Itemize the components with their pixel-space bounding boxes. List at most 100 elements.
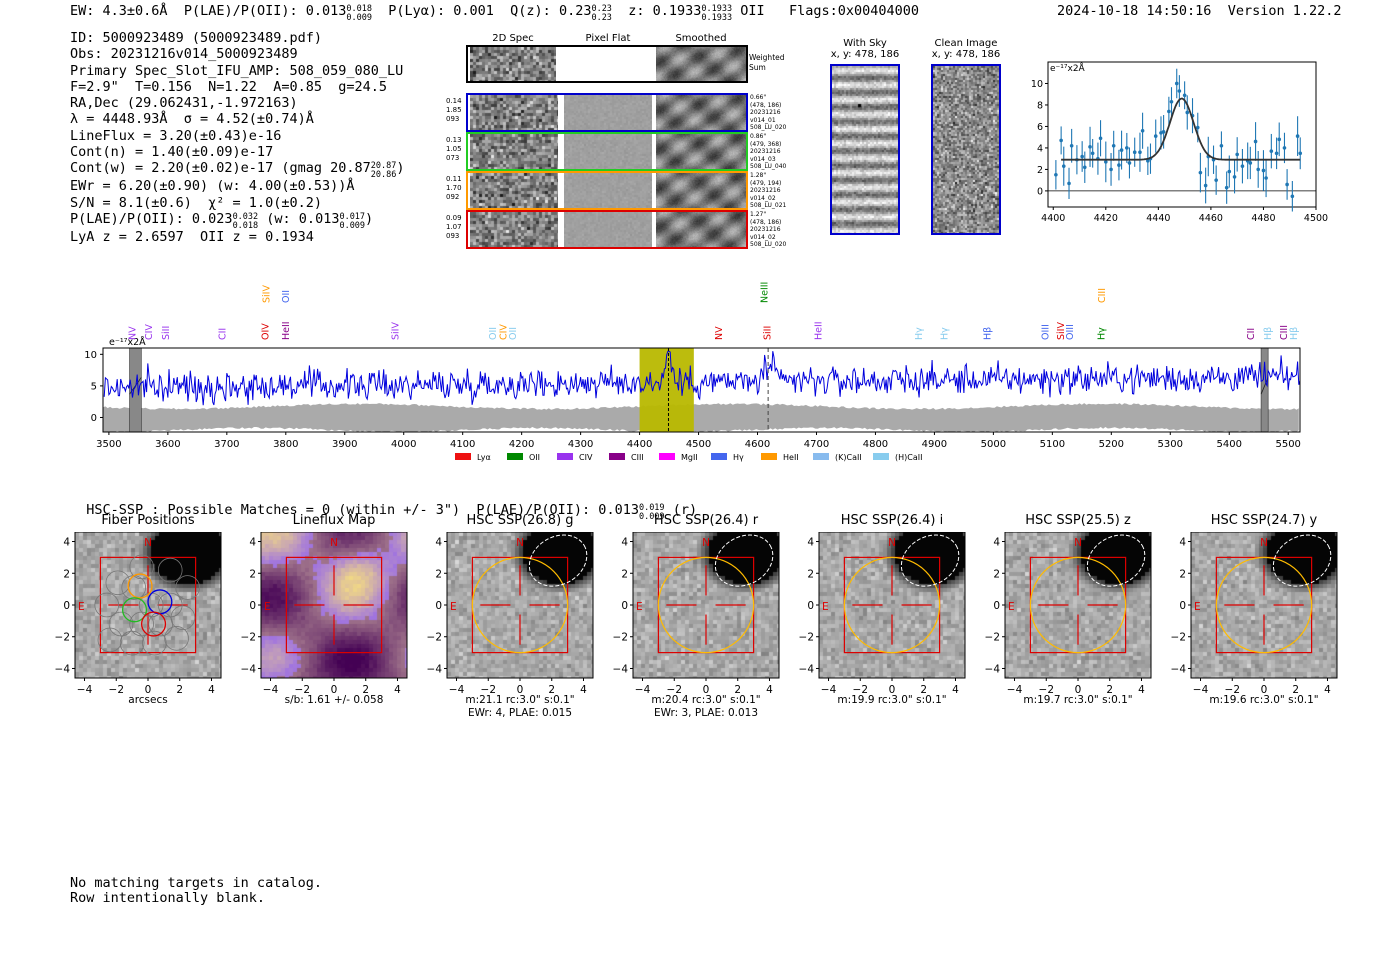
spectrum-line-label-text: SiII bbox=[161, 326, 172, 340]
hsc-panel-image bbox=[261, 532, 407, 678]
fit-data-point bbox=[1277, 137, 1282, 142]
spectrum-line-label-text: OIII bbox=[1040, 324, 1051, 340]
hsc-xtick-label: 2 bbox=[1106, 684, 1113, 696]
fit-data-point bbox=[1125, 146, 1129, 150]
spectrum-line-label: CIV bbox=[498, 324, 509, 340]
hsc-east-label: E bbox=[450, 601, 457, 613]
fit-data-point bbox=[1274, 151, 1279, 156]
with-sky-xy: x, y: 478, 186 bbox=[830, 49, 900, 60]
spectrum-xtick-label: 4300 bbox=[568, 439, 593, 450]
fit-ytick-label: 10 bbox=[1031, 79, 1043, 90]
header-plae: P(LAE)/P(OII): 0.013 0.018 0.009 bbox=[183, 3, 372, 23]
spectrum-line-label: Hγ bbox=[1096, 327, 1107, 340]
hsc-panel-frame bbox=[818, 532, 966, 679]
hsc-source-ellipse bbox=[900, 534, 960, 587]
header-line: EW: 4.3±0.6Å P(LAE)/P(OII): 0.013 0.018 0.… bbox=[70, 3, 919, 23]
fit-xtick-label: 4480 bbox=[1251, 213, 1275, 224]
hsc-panel-title: HSC SSP(24.7) y bbox=[1210, 513, 1318, 528]
cutout-right-value: 20231216 bbox=[750, 226, 781, 234]
fit-data-point bbox=[1290, 194, 1295, 199]
spectrum-legend-swatch bbox=[557, 453, 573, 460]
spectrum-ytick-label: 0 bbox=[91, 413, 97, 424]
hsc-panel-sub2: EWr: 3, PLAE: 0.013 bbox=[653, 707, 759, 719]
cutout-row-right-label: 0.86" (479, 368) 20231216 v014_03 508_LU_040 bbox=[750, 133, 800, 171]
spectrum-legend-swatch bbox=[711, 453, 727, 460]
header-timestamp: 2024-10-18 14:50:16 bbox=[1057, 3, 1212, 19]
fit-data-point bbox=[1232, 175, 1237, 179]
fit-plot: e⁻¹⁷x2Å 4400 4420 4440 4460 4480 4500 0 2 4 6 8 10 bbox=[1031, 61, 1328, 224]
spectrum-line-label: OIII bbox=[1065, 324, 1076, 340]
hsc-east-label: E bbox=[264, 601, 271, 613]
spectrum-line-label: NV bbox=[714, 326, 725, 340]
hsc-panel-frame bbox=[260, 532, 408, 679]
spectrum-line bbox=[103, 350, 1301, 406]
fit-data-point bbox=[1264, 176, 1268, 180]
info-fparams: F=2.9" T=0.156 N=1.22 A=0.85 g=24.5 bbox=[70, 78, 387, 95]
spectrum-xtick-label: 4900 bbox=[922, 439, 947, 450]
hsc-panel-sub1: s/b: 1.61 +/- 0.058 bbox=[284, 694, 384, 706]
cutout-row-left-label: 0.14 1.85 093 bbox=[446, 97, 466, 124]
header-flags: Flags:0x00404000 bbox=[789, 3, 920, 19]
spectrum-xtick-label: 5400 bbox=[1217, 439, 1242, 450]
fit-data-point bbox=[1240, 164, 1245, 168]
fit-data-point bbox=[1117, 163, 1121, 167]
spectrum-xtick-label: 4800 bbox=[863, 439, 888, 450]
hsc-ytick-label: 4 bbox=[993, 537, 1000, 549]
fit-data-point bbox=[1282, 146, 1287, 150]
cutout-left-value: 093 bbox=[446, 232, 460, 240]
hsc-panel-frame bbox=[446, 532, 594, 679]
fit-data-point bbox=[1203, 183, 1208, 188]
fit-data-point bbox=[1080, 154, 1084, 159]
hsc-xtick-label: 0 bbox=[1075, 684, 1082, 696]
spectrum-xtick-label: 5100 bbox=[1040, 439, 1065, 450]
spectrum-line-label-text: OIII bbox=[1065, 324, 1076, 340]
hsc-panel-sub1: m:20.4 rc:3.0" s:0.1" bbox=[651, 694, 761, 706]
cutout-right-value: 508_LU_020 bbox=[750, 124, 787, 132]
hsc-panel-frame bbox=[1004, 532, 1152, 679]
hsc-xtick-label: 0 bbox=[145, 684, 152, 696]
hsc-source-ellipse bbox=[528, 534, 588, 587]
fit-data-point bbox=[1098, 136, 1103, 141]
hsc-xtick-label: 0 bbox=[1261, 684, 1268, 696]
spectrum-line-label: CII bbox=[218, 328, 229, 340]
hsc-xtick-label: 0 bbox=[889, 684, 896, 696]
hsc-north-label: N bbox=[330, 537, 338, 549]
hsc-ytick-label: 4 bbox=[249, 537, 256, 549]
spectrum-xtick-label: 3800 bbox=[273, 439, 298, 450]
info-ewr: EWr = 6.20(±0.90) (w: 4.00(±0.53))Å bbox=[70, 178, 355, 195]
clean-canvas bbox=[933, 66, 999, 233]
hsc-xtick-label: −2 bbox=[853, 684, 868, 696]
hsc-fiber-circle bbox=[142, 630, 167, 656]
fit-ytick-label: 2 bbox=[1037, 165, 1043, 176]
spectrum-line-label: NeIII bbox=[760, 282, 771, 303]
cutout-left-value: 0.11 bbox=[446, 175, 462, 183]
hsc-ytick-label: 4 bbox=[621, 537, 628, 549]
spectrum-xtick-label: 4700 bbox=[804, 439, 829, 450]
fit-data-point bbox=[1248, 161, 1253, 165]
weighted-sum-canvas bbox=[656, 47, 746, 81]
header-timestamp-version: 2024-10-18 14:50:16 Version 1.22.2 bbox=[1057, 3, 1342, 19]
header-plya: P(Lyα): 0.001 bbox=[388, 3, 494, 19]
hsc-ytick-label: 0 bbox=[1179, 600, 1186, 612]
hsc-north-label: N bbox=[144, 537, 152, 549]
info-obs: Obs: 20231216v014_5000923489 bbox=[70, 46, 298, 63]
cutout-right-value: 0.86" bbox=[750, 133, 767, 140]
spectrum-xtick-label: 4200 bbox=[509, 439, 534, 450]
hsc-aperture-circle bbox=[1215, 556, 1313, 654]
cutout-right-value: v014_02 bbox=[750, 194, 776, 202]
hsc-panel-title: Lineflux Map bbox=[292, 513, 376, 528]
spectrum-legend-swatch bbox=[659, 453, 675, 460]
spectrum-noise-band bbox=[103, 403, 1299, 433]
cutout-left-value: 1.70 bbox=[446, 184, 462, 192]
fit-data-point bbox=[1082, 165, 1087, 170]
hsc-panel-overlay: N E 4 2 0 −2 −4 −4 −2 0 2 4 bbox=[613, 532, 780, 696]
hsc-ytick-label: 0 bbox=[807, 600, 814, 612]
spectrum-line-label-text: Hβ bbox=[1289, 327, 1300, 340]
info-lya: LyA z = 2.6597 OII z = 0.1934 bbox=[70, 228, 314, 245]
spectrum-xtick-label: 4100 bbox=[450, 439, 475, 450]
info-contn: Cont(n) = 1.40(±0.09)e-17 bbox=[70, 144, 274, 161]
hsc-panel-title: HSC SSP(26.4) r bbox=[653, 513, 759, 528]
spectrum-line-label: CII bbox=[1246, 328, 1257, 340]
hsc-highlight-fiber bbox=[127, 573, 153, 599]
fit-xtick-label: 4420 bbox=[1094, 213, 1118, 224]
